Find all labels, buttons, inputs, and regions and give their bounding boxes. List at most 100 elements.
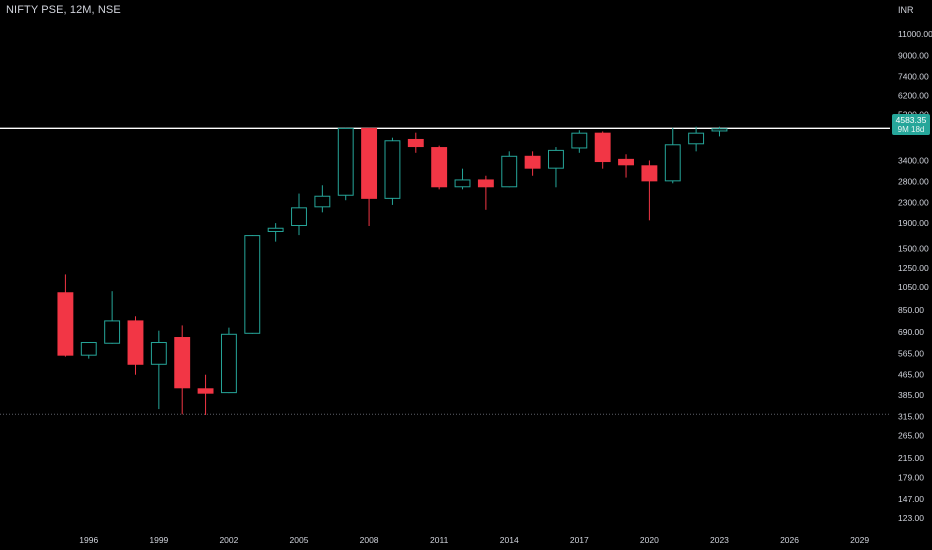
price-tick-label: 265.00: [898, 430, 924, 440]
candle-body: [361, 127, 378, 199]
candle-body: [548, 149, 564, 169]
candle-2021: [664, 127, 681, 184]
candle-body: [314, 195, 331, 208]
candle-2022: [688, 126, 705, 152]
currency-label: INR: [898, 5, 914, 15]
candle-body: [594, 132, 611, 163]
candle-body: [641, 165, 658, 182]
time-tick-label: 2020: [640, 535, 659, 545]
price-tick-label: 1500.00: [898, 244, 929, 254]
price-tick-label: 3400.00: [898, 155, 929, 165]
price-tick-label: 1050.00: [898, 282, 929, 292]
price-tick-label: 465.00: [898, 370, 924, 380]
price-tick-label: 850.00: [898, 305, 924, 315]
candle-body: [244, 235, 261, 334]
candle-2000: [174, 325, 191, 415]
candles-layer: [57, 126, 728, 415]
symbol-title[interactable]: NIFTY PSE, 12M, NSE: [6, 4, 121, 16]
price-tick-label: 2800.00: [898, 176, 929, 186]
price-tick-label: 11000.00: [898, 29, 932, 39]
time-tick-label: 1996: [79, 535, 98, 545]
candle-2001: [197, 374, 214, 415]
candle-body: [431, 147, 448, 188]
price-tick-label: 1900.00: [898, 218, 929, 228]
candle-body: [150, 342, 167, 365]
price-tick-label: 7400.00: [898, 72, 929, 82]
price-tick-label: 179.00: [898, 473, 924, 483]
candle-body: [104, 320, 121, 344]
candle-2010: [407, 132, 424, 153]
candle-2005: [291, 193, 307, 236]
candle-1996: [80, 342, 97, 359]
price-tick-label: 9000.00: [898, 51, 929, 61]
candle-body: [291, 207, 307, 226]
candle-body: [337, 127, 354, 196]
candle-body: [384, 140, 401, 199]
candle-2011: [431, 145, 448, 190]
time-tick-label: 2017: [570, 535, 589, 545]
price-tick-label: 215.00: [898, 453, 924, 463]
price-tick-label: 690.00: [898, 327, 924, 337]
time-tick-label: 2014: [500, 535, 519, 545]
time-axis[interactable]: 1996 1999 2002 2005 2008 2011 2014 2017 2020 2023…: [79, 535, 869, 545]
candle-body: [197, 388, 214, 394]
candle-body: [711, 128, 728, 132]
candle-2023: [711, 126, 728, 137]
time-tick-label: 1999: [149, 535, 168, 545]
candle-body: [618, 158, 634, 166]
candle-2014: [501, 151, 518, 188]
price-tick-label: 2300.00: [898, 198, 929, 208]
candle-body: [524, 155, 541, 169]
time-tick-label: 2002: [219, 535, 238, 545]
last-price-value: 4583.35: [895, 115, 927, 125]
candle-2006: [314, 185, 331, 213]
candle-body: [688, 132, 705, 145]
candle-2008: [361, 127, 378, 226]
candle-1999: [150, 330, 167, 410]
candle-2020: [641, 160, 658, 221]
price-tick-label: 385.00: [898, 390, 924, 400]
time-tick-label: 2005: [290, 535, 309, 545]
candle-2002: [220, 327, 237, 394]
time-tick-label: 2011: [430, 535, 449, 545]
time-tick-label: 2008: [360, 535, 379, 545]
candle-1995: [57, 274, 74, 357]
candle-body: [80, 342, 97, 356]
candle-body: [174, 337, 191, 389]
candle-2009: [384, 137, 401, 205]
time-tick-label: 2023: [710, 535, 729, 545]
candle-2017: [571, 130, 588, 153]
price-tick-label: 123.00: [898, 513, 924, 523]
candle-body: [220, 333, 237, 394]
candle-2012: [454, 168, 471, 190]
candle-2019: [618, 154, 634, 178]
candle-1997: [104, 291, 121, 344]
candle-2015: [524, 151, 541, 176]
candle-2003: [244, 235, 261, 334]
candle-body: [664, 144, 681, 182]
candle-2016: [548, 147, 564, 188]
price-tick-label: 147.00: [898, 494, 924, 504]
candle-body: [571, 132, 588, 149]
time-tick-label: 2029: [850, 535, 869, 545]
candle-2007: [337, 127, 354, 201]
candle-1998: [127, 316, 144, 375]
candle-2018: [594, 131, 611, 169]
candle-body: [454, 179, 471, 188]
price-tick-label: 565.00: [898, 349, 924, 359]
time-tick-label: 2026: [780, 535, 799, 545]
price-tick-label: 6200.00: [898, 91, 929, 101]
candle-body: [57, 292, 74, 356]
candle-body: [501, 155, 518, 188]
price-tick-label: 315.00: [898, 412, 924, 422]
candle-2013: [477, 175, 494, 210]
candle-body: [127, 320, 144, 365]
price-axis[interactable]: 11000.009000.007400.006200.005200.003400…: [898, 29, 932, 523]
last-price-badge: 4583.35 9M 18d: [892, 114, 930, 135]
candle-body: [477, 179, 494, 188]
candle-2004: [267, 223, 284, 242]
price-tick-label: 1250.00: [898, 263, 929, 273]
candle-body: [267, 227, 284, 232]
candle-countdown: 9M 18d: [897, 125, 925, 134]
